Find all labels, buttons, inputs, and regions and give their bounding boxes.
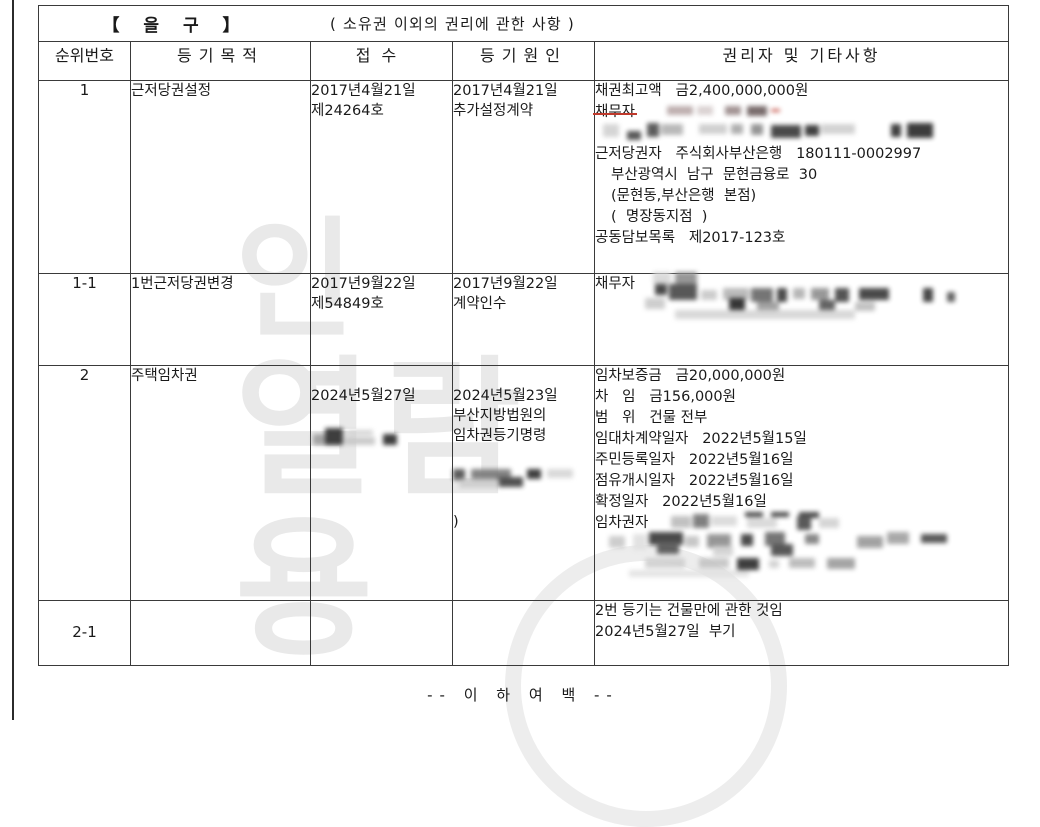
- redaction-blocks: [645, 272, 1005, 324]
- section-subtitle: ( 소유권 이외의 권리에 관한 사항 ): [330, 15, 575, 33]
- cell-seq: 1-1: [38, 273, 131, 366]
- rights-line: 주민등록일자 2022년5월16일: [595, 452, 794, 468]
- cell-purpose: 1번근저당권변경: [130, 273, 311, 366]
- column-header-receipt: 접수: [310, 41, 453, 81]
- rights-line: 차 임 금156,000원: [595, 389, 736, 405]
- rights-line-redacted: 채무자: [592, 102, 1008, 123]
- column-header-cause: 등기원인: [452, 41, 595, 81]
- table-row: 1-1 1번근저당권변경 2017년9월22일 제54849호 2017년9월2…: [38, 272, 1010, 366]
- rights-line: 공동담보목록 제2017-123호: [595, 230, 786, 246]
- rights-line: 확정일자 2022년5월16일: [595, 494, 767, 510]
- cell-purpose: 근저당권설정: [130, 80, 311, 274]
- rights-line-redacted: [595, 532, 1008, 580]
- cell-rights: 2번 등기는 건물만에 관한 것임 2024년5월27일 부기: [593, 600, 1010, 666]
- cell-cause: 2017년9월22일 계약인수: [452, 273, 595, 366]
- rights-line: ( 명장동지점 ): [611, 209, 708, 225]
- table-header-row: 순위번호 등기목적 접수 등기원인 권리자 및 기타사항: [38, 41, 1010, 81]
- table-title-bar: 【 을 구 】 ( 소유권 이외의 권리에 관한 사항 ): [37, 5, 1010, 42]
- redaction-blocks: [453, 469, 587, 489]
- column-header-purpose: 등기목적: [130, 41, 311, 81]
- column-header-rights: 권리자 및 기타사항: [593, 41, 1010, 81]
- redaction-blocks: [671, 512, 1001, 532]
- page-edge-line: [12, 0, 14, 720]
- debtor-label: 채무자: [595, 276, 636, 292]
- rights-line-redacted: 채무자: [595, 274, 1008, 294]
- cell-receipt: 2024년5월27일: [310, 365, 453, 601]
- rights-line-redacted: [595, 122, 1008, 144]
- table-row: 2-1 2번 등기는 건물만에 관한 것임 2024년5월27일 부기: [38, 600, 1010, 666]
- cell-purpose: [130, 600, 311, 666]
- rights-line: 범 위 건물 전부: [595, 410, 708, 426]
- cell-seq: 2-1: [38, 600, 131, 666]
- table-row: 1 근저당권설정 2017년4월21일 제24264호 2017년4월21일 추…: [38, 80, 1010, 274]
- rights-line: 점유개시일자 2022년5월16일: [595, 473, 794, 489]
- rights-line: 2024년5월27일 부기: [595, 624, 736, 640]
- redaction-blocks: [603, 122, 983, 142]
- rights-line-redacted: 임차권자: [595, 512, 1008, 534]
- rights-line: 부산광역시 남구 문현금융로 30: [611, 167, 818, 183]
- cell-rights: 임차보증금 금20,000,000원 차 임 금156,000원 범 위 건물 …: [593, 365, 1010, 601]
- cell-seq: 1: [38, 80, 131, 274]
- table-title-cell: 【 을 구 】 ( 소유권 이외의 권리에 관한 사항 ): [37, 5, 1010, 42]
- redaction-blocks: [313, 428, 423, 446]
- cell-rights: 채무자: [593, 272, 1010, 366]
- cell-cause: [452, 600, 595, 666]
- cause-redacted: [453, 466, 594, 492]
- cell-purpose: 주택임차권: [130, 365, 311, 601]
- rights-line: 근저당권자 주식회사부산은행 180111-0002997: [595, 146, 922, 162]
- cell-receipt: [310, 600, 453, 666]
- rights-line: 임차보증금 금20,000,000원: [595, 368, 786, 384]
- registry-table: 【 을 구 】 ( 소유권 이외의 권리에 관한 사항 ) 순위번호 등기목적 …: [37, 5, 1010, 666]
- cause-text: 2024년5월23일 부산지방법원의 임차권등기명령: [453, 388, 558, 444]
- cell-seq: 2: [38, 365, 131, 601]
- receipt-redacted: [311, 426, 452, 450]
- debtor-label-struck: 채무자: [592, 102, 638, 123]
- cell-cause: 2017년4월21일 추가설정계약: [452, 80, 595, 274]
- cell-rights: 채권최고액 금2,400,000,000원 채무자: [592, 80, 1010, 274]
- rights-line: 채권최고액 금2,400,000,000원: [595, 83, 809, 99]
- cell-receipt: 2017년9월22일 제54849호: [310, 273, 453, 366]
- lessee-label: 임차권자: [595, 515, 649, 531]
- table-row: 2 주택임차권 2024년5월27일 202: [38, 365, 1010, 601]
- rights-line: (문현동,부산은행 본점): [611, 188, 757, 204]
- redaction-blocks: [667, 104, 867, 118]
- receipt-date: 2024년5월27일: [311, 388, 416, 404]
- column-header-seq: 순위번호: [38, 41, 131, 81]
- rights-line-redacted: [595, 272, 1008, 334]
- redaction-blocks: [609, 530, 1009, 578]
- document-page: 인 열람 용 【 을 구 】 ( 소유권 이외의 권리에 관한 사항 ) 순위번…: [12, 0, 1010, 827]
- cause-tail: ): [453, 514, 459, 530]
- footer-note: -- 이 하 여 백 --: [427, 686, 619, 704]
- cell-cause: 2024년5월23일 부산지방법원의 임차권등기명령 ): [452, 365, 595, 601]
- section-title: 【 을 구 】: [102, 16, 249, 36]
- rights-line: 임대차계약일자 2022년5월15일: [595, 431, 807, 447]
- rights-line: 2번 등기는 건물만에 관한 것임: [595, 603, 783, 619]
- cell-receipt: 2017년4월21일 제24264호: [310, 80, 453, 274]
